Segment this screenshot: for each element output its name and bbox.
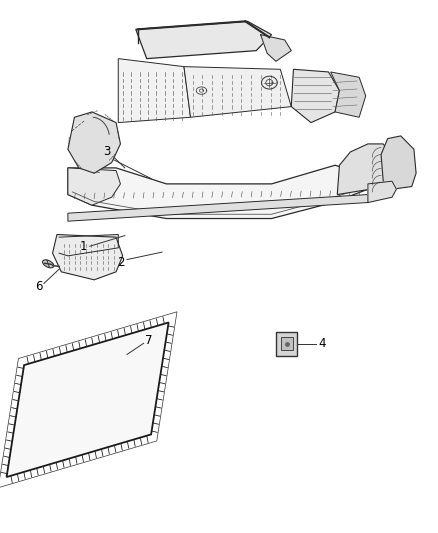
Polygon shape [368, 181, 396, 203]
Polygon shape [381, 136, 416, 189]
Polygon shape [53, 235, 123, 280]
FancyBboxPatch shape [276, 332, 297, 356]
Polygon shape [68, 168, 120, 205]
Polygon shape [59, 235, 118, 256]
Polygon shape [68, 165, 368, 219]
Polygon shape [337, 144, 396, 195]
Polygon shape [184, 67, 291, 117]
Polygon shape [68, 195, 368, 221]
Polygon shape [7, 322, 169, 477]
Text: 6: 6 [35, 280, 42, 293]
Text: 1: 1 [79, 240, 87, 253]
Polygon shape [291, 69, 339, 123]
Polygon shape [331, 72, 366, 117]
Text: 4: 4 [318, 337, 326, 350]
FancyBboxPatch shape [281, 337, 293, 350]
Polygon shape [261, 35, 291, 61]
Text: 2: 2 [117, 256, 124, 269]
Polygon shape [118, 59, 191, 123]
Ellipse shape [42, 260, 54, 268]
Text: 7: 7 [145, 334, 153, 346]
Polygon shape [68, 112, 120, 173]
Text: 3: 3 [104, 146, 111, 158]
Polygon shape [136, 21, 272, 59]
